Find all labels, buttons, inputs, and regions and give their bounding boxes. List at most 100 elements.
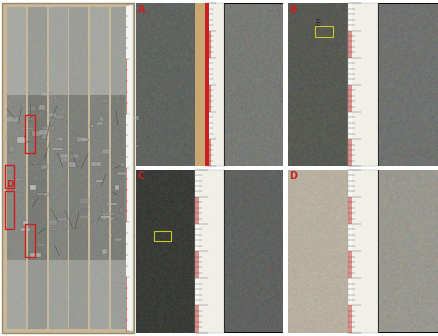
Bar — [208, 3, 211, 31]
Bar — [96, 122, 102, 125]
Bar — [153, 231, 171, 241]
Bar — [39, 111, 43, 117]
Text: E: E — [315, 18, 320, 28]
Bar — [21, 128, 33, 129]
Bar — [48, 228, 57, 230]
Bar — [106, 203, 117, 205]
Bar — [5, 165, 14, 188]
Bar — [194, 278, 199, 305]
Bar — [2, 3, 134, 333]
Bar — [287, 3, 437, 166]
Bar — [62, 224, 71, 229]
Bar — [126, 168, 127, 222]
Bar — [99, 117, 103, 121]
Bar — [102, 150, 111, 154]
Bar — [194, 305, 199, 333]
Bar — [126, 59, 127, 114]
Bar — [81, 209, 91, 210]
Bar — [205, 3, 224, 166]
Bar — [25, 115, 35, 153]
Bar — [126, 222, 127, 277]
Bar — [127, 229, 131, 233]
Bar — [25, 224, 35, 257]
Bar — [377, 170, 437, 333]
Bar — [120, 163, 124, 166]
Bar — [52, 148, 62, 150]
Bar — [57, 218, 66, 221]
Bar — [29, 253, 41, 257]
Bar — [61, 158, 68, 163]
Bar — [37, 193, 47, 195]
Bar — [93, 222, 95, 224]
Bar — [28, 106, 36, 111]
Text: C: C — [138, 171, 145, 181]
Bar — [287, 170, 437, 333]
Bar — [5, 191, 14, 229]
Bar — [9, 146, 14, 152]
Bar — [205, 3, 208, 166]
Bar — [347, 170, 351, 197]
Bar — [27, 118, 33, 120]
Bar — [47, 220, 57, 225]
Bar — [54, 97, 56, 99]
Bar — [28, 162, 37, 164]
Bar — [129, 116, 138, 120]
Bar — [23, 221, 28, 225]
Bar — [136, 3, 283, 166]
Bar — [79, 100, 82, 101]
Bar — [347, 170, 377, 333]
Bar — [30, 248, 34, 249]
Text: D: D — [289, 171, 297, 181]
Bar — [80, 216, 88, 217]
Bar — [117, 172, 128, 175]
Bar — [126, 277, 127, 331]
Bar — [194, 251, 199, 278]
Bar — [11, 179, 21, 180]
Bar — [136, 170, 283, 333]
Bar — [347, 58, 351, 85]
Bar — [82, 139, 89, 141]
Bar — [127, 218, 133, 222]
Bar — [194, 3, 205, 166]
Bar — [6, 135, 8, 141]
Bar — [55, 115, 64, 119]
Bar — [126, 181, 129, 184]
Bar — [347, 305, 351, 333]
Text: B: B — [289, 5, 296, 15]
Bar — [60, 154, 67, 158]
Bar — [347, 251, 351, 278]
Bar — [17, 137, 27, 142]
Bar — [45, 167, 57, 168]
Bar — [347, 224, 351, 251]
Bar — [41, 92, 49, 96]
Bar — [120, 208, 122, 212]
Bar — [110, 221, 115, 223]
Bar — [7, 117, 18, 122]
Bar — [208, 139, 211, 166]
Bar — [129, 216, 132, 220]
Bar — [224, 170, 283, 333]
Bar — [347, 3, 377, 166]
Bar — [46, 113, 56, 117]
Bar — [102, 249, 106, 254]
Text: A: A — [138, 5, 145, 15]
Bar — [80, 138, 88, 140]
Bar — [39, 130, 47, 135]
Bar — [116, 100, 120, 102]
Bar — [127, 122, 131, 125]
Bar — [194, 170, 199, 197]
Bar — [32, 131, 40, 136]
Bar — [96, 180, 102, 182]
Bar — [194, 197, 199, 224]
Bar — [21, 228, 30, 231]
Bar — [42, 126, 51, 130]
Bar — [347, 278, 351, 305]
Bar — [377, 3, 437, 166]
Bar — [58, 138, 63, 140]
Bar — [101, 216, 110, 218]
Bar — [347, 3, 351, 31]
Bar — [314, 26, 332, 37]
Bar — [69, 162, 76, 167]
Bar — [29, 185, 36, 190]
Bar — [224, 3, 283, 166]
